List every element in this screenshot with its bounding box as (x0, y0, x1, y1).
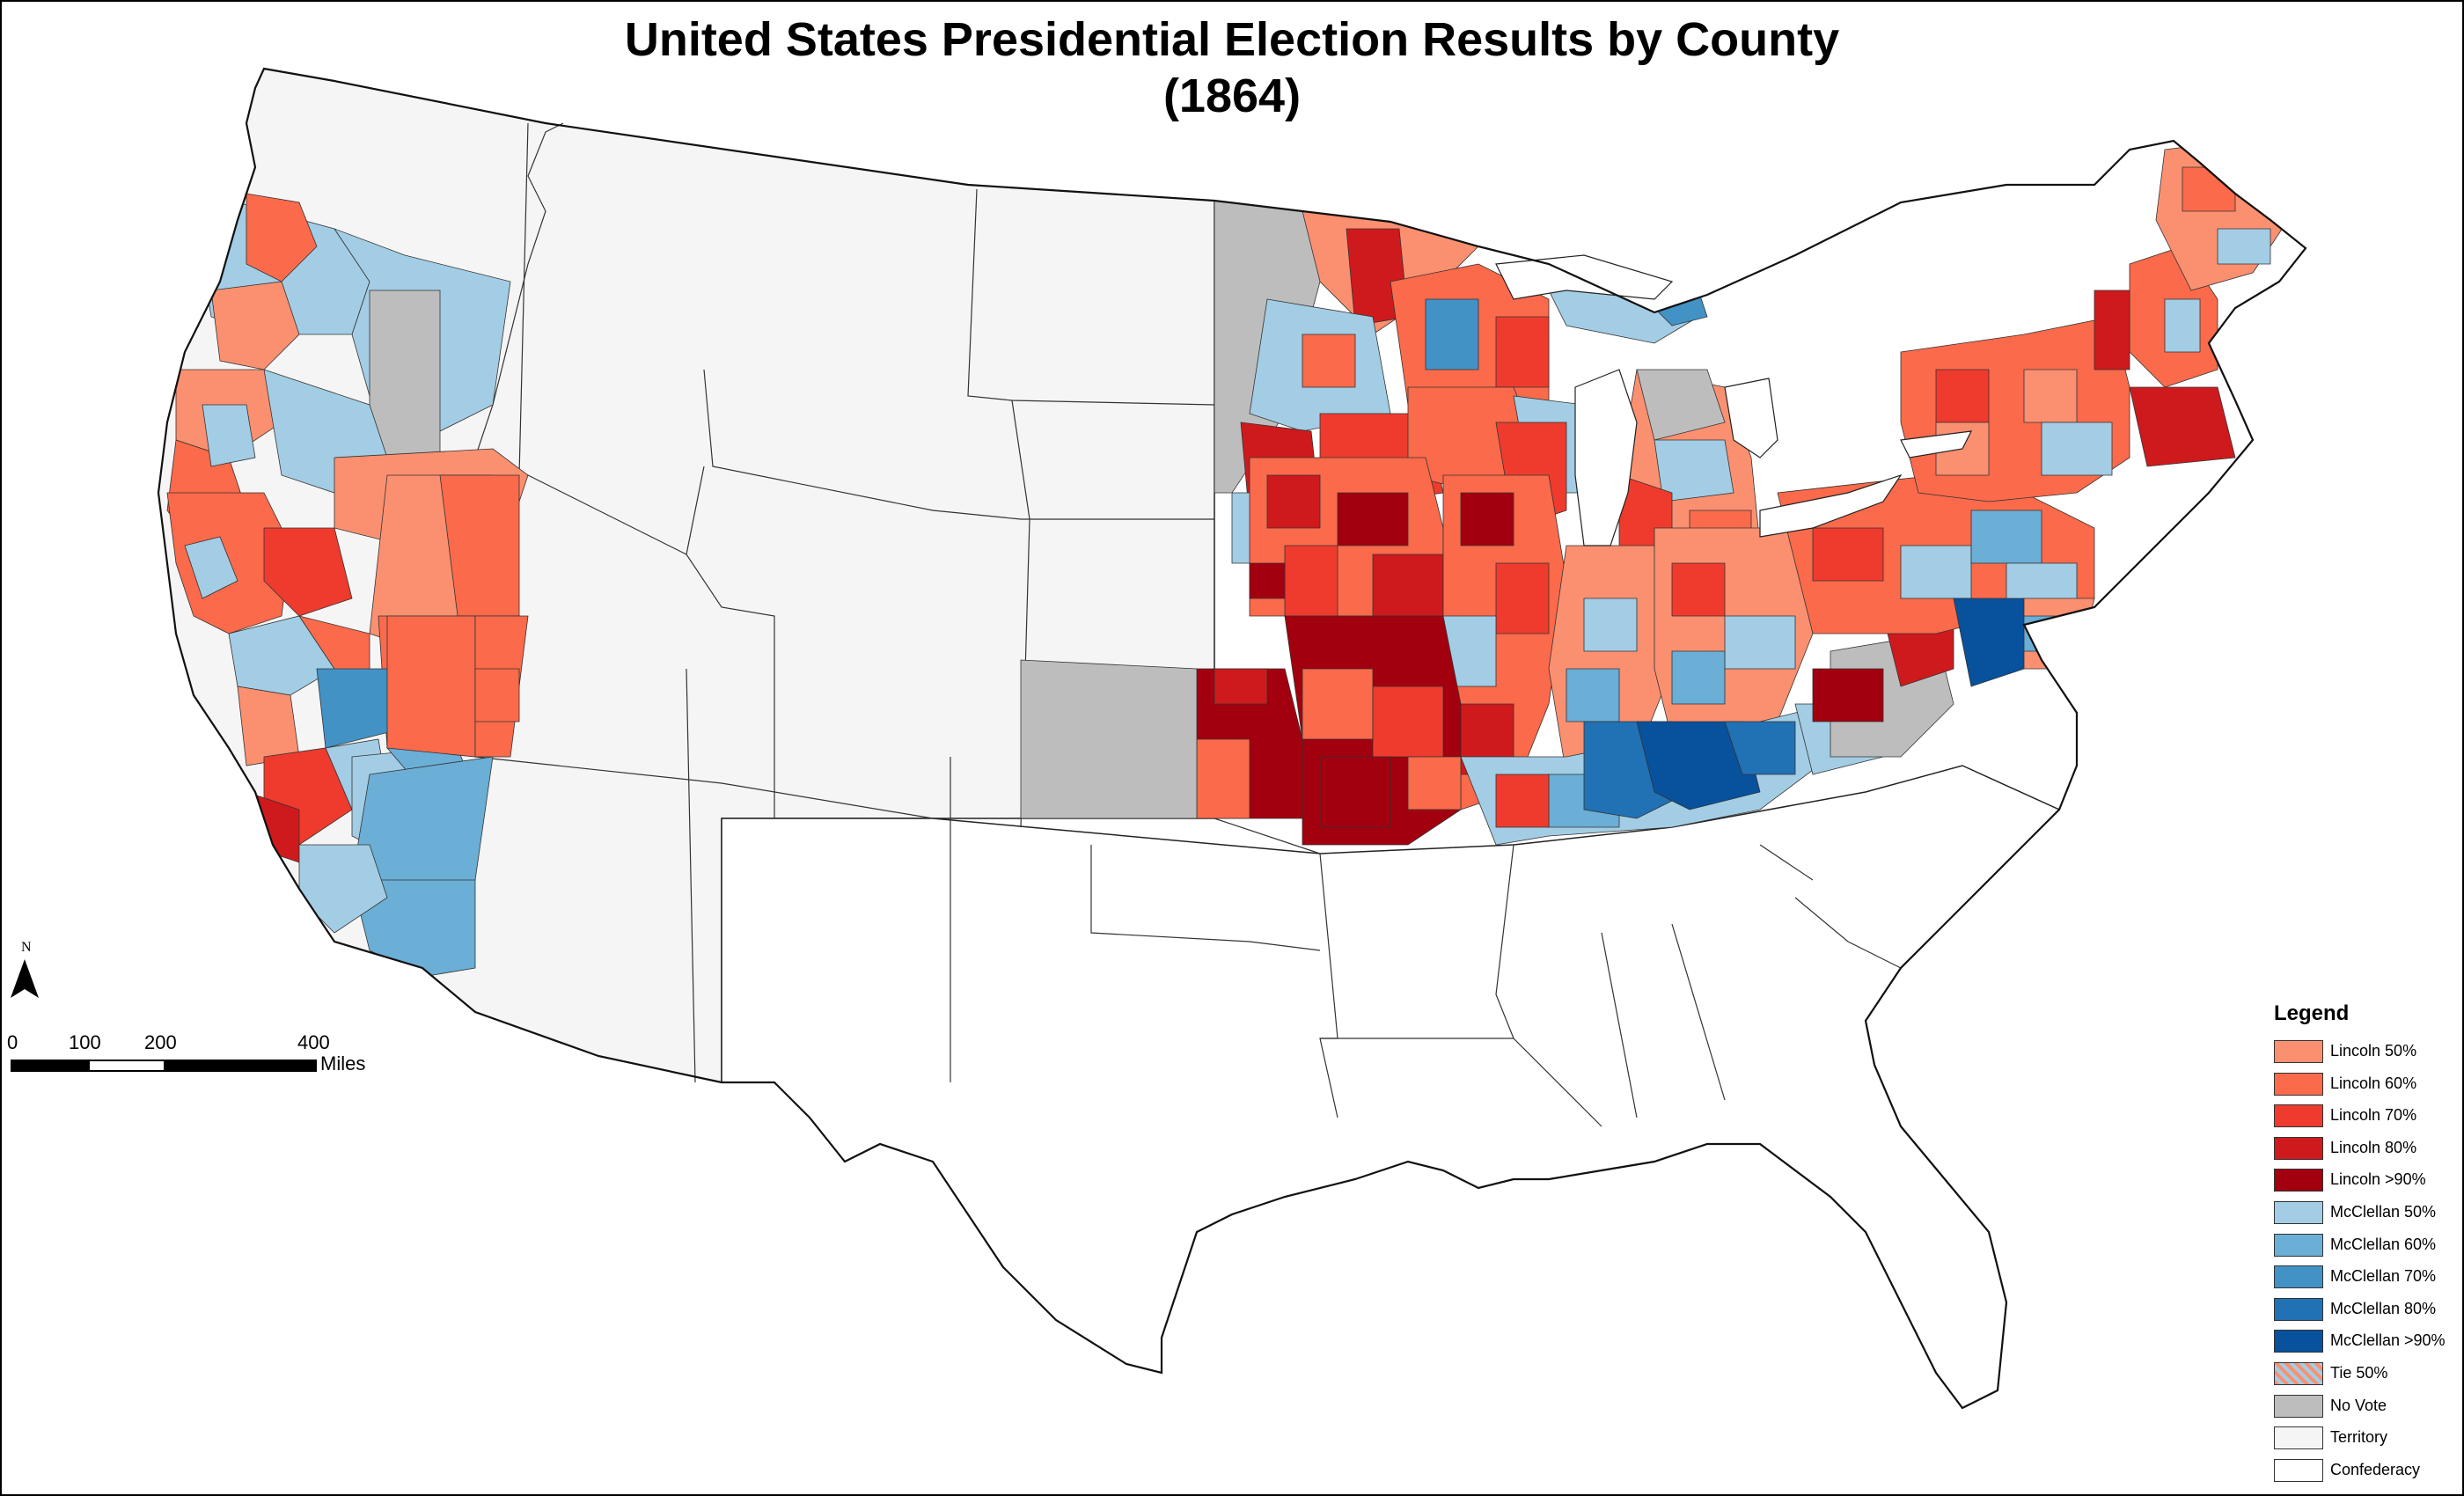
legend-swatch (2274, 1458, 2323, 1482)
legend-label: McClellan 60% (2330, 1235, 2437, 1253)
legend-swatch (2274, 1072, 2323, 1096)
legend-swatch (2274, 1361, 2323, 1385)
legend-item: Territory (2274, 1423, 2450, 1456)
legend-label: Lincoln 60% (2330, 1074, 2417, 1092)
legend-swatch (2274, 1136, 2323, 1160)
legend-item: McClellan 50% (2274, 1198, 2450, 1230)
scale-tick-0: 0 (7, 1031, 18, 1053)
legend-swatch (2274, 1104, 2323, 1128)
legend-swatch (2274, 1297, 2323, 1321)
scale-tick-100: 100 (69, 1031, 101, 1053)
legend-label: McClellan 80% (2330, 1299, 2437, 1317)
scale-tick-200: 200 (144, 1031, 177, 1053)
legend-swatch (2274, 1330, 2323, 1353)
scale-segment-1 (11, 1060, 90, 1072)
legend-item: Lincoln 60% (2274, 1069, 2450, 1102)
legend-label: McClellan 50% (2330, 1202, 2437, 1221)
legend-items: Lincoln 50% Lincoln 60% Lincoln 70% Lincoln… (2274, 1037, 2450, 1487)
legend-label: No Vote (2330, 1396, 2387, 1414)
legend-label: McClellan 70% (2330, 1267, 2437, 1286)
legend-swatch (2274, 1394, 2323, 1418)
legend-swatch (2274, 1169, 2323, 1192)
legend-label: Lincoln >90% (2330, 1170, 2426, 1189)
legend-label: Confederacy (2330, 1460, 2421, 1478)
north-label: N (21, 940, 32, 955)
scale-bar: 0 100 200 400 Miles (7, 1031, 389, 1084)
legend-item: McClellan 70% (2274, 1262, 2450, 1294)
scale-units: Miles (320, 1052, 366, 1074)
legend-label: Lincoln 70% (2330, 1106, 2417, 1125)
scale-tick-400: 400 (297, 1031, 330, 1053)
legend-label: Lincoln 80% (2330, 1138, 2417, 1156)
legend-item: McClellan 80% (2274, 1294, 2450, 1327)
legend-swatch (2274, 1426, 2323, 1450)
great-lakes (1495, 254, 1973, 546)
legend-swatch (2274, 1233, 2323, 1257)
north-arrow-icon (11, 959, 39, 998)
legend-heading: Legend (2274, 1001, 2350, 1025)
legend-item: Lincoln 50% (2274, 1037, 2450, 1069)
map-subtitle-year: (1864) (1162, 70, 1302, 122)
legend-label: Lincoln 50% (2330, 1042, 2417, 1060)
legend-item: Lincoln >90% (2274, 1165, 2450, 1198)
legend-item: Tie 50% (2274, 1359, 2450, 1391)
legend-item: McClellan >90% (2274, 1326, 2450, 1359)
legend: Legend Lincoln 50% Lincoln 60% Lincoln 70%… (2274, 1001, 2450, 1487)
map-title: United States Presidential Election Resu… (624, 13, 1840, 66)
legend-swatch (2274, 1040, 2323, 1063)
scale-segment-2 (88, 1060, 165, 1072)
legend-item: Confederacy (2274, 1456, 2450, 1488)
legend-label: Territory (2330, 1428, 2388, 1447)
legend-label: Tie 50% (2330, 1363, 2388, 1382)
legend-item: No Vote (2274, 1391, 2450, 1424)
legend-item: Lincoln 80% (2274, 1133, 2450, 1166)
legend-item: Lincoln 70% (2274, 1101, 2450, 1133)
legend-item: McClellan 60% (2274, 1230, 2450, 1263)
north-arrow: N (9, 940, 44, 1005)
legend-label: McClellan >90% (2330, 1331, 2446, 1350)
legend-swatch (2274, 1265, 2323, 1289)
scale-segment-3 (164, 1060, 317, 1072)
legend-swatch (2274, 1200, 2323, 1224)
